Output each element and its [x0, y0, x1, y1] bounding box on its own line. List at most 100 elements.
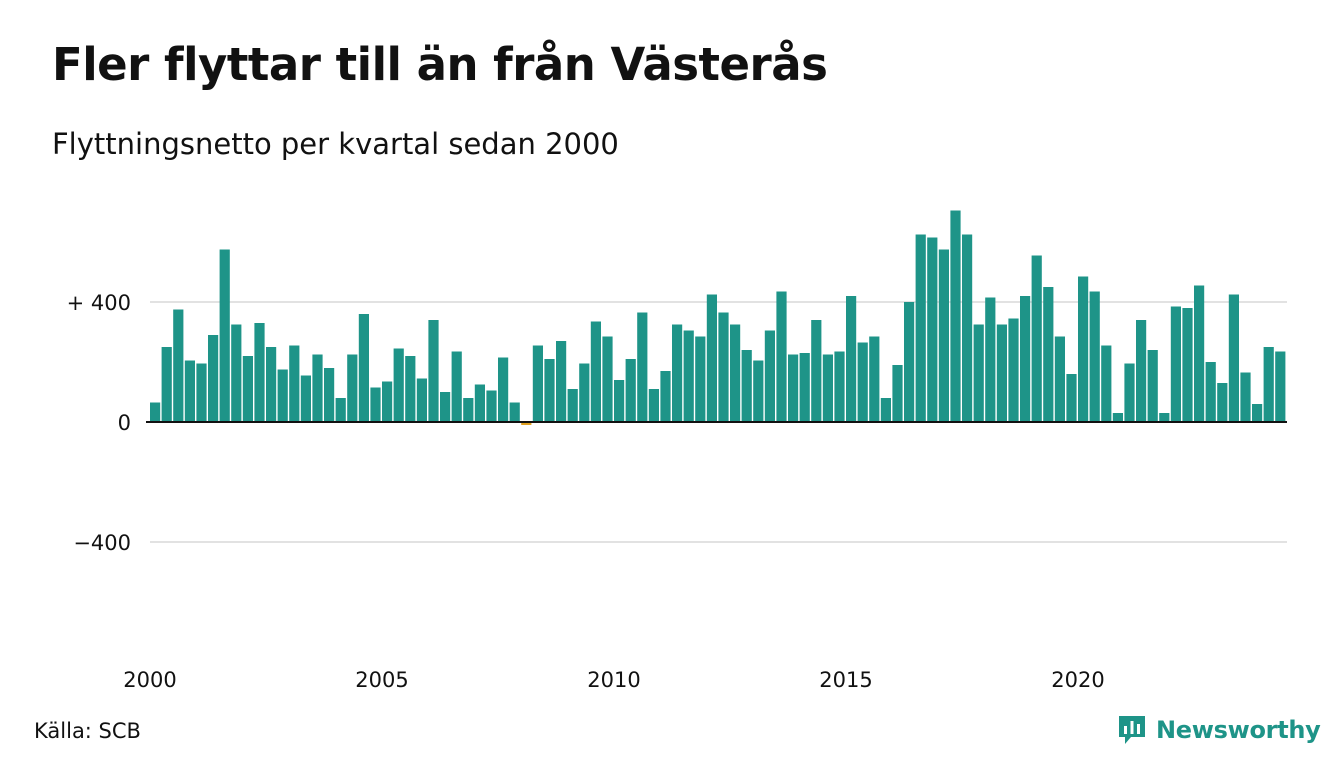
brand-name: Newsworthy — [1156, 716, 1321, 744]
bar — [440, 392, 451, 422]
bar — [161, 347, 172, 422]
y-tick-label: + 400 — [67, 291, 131, 315]
bar — [1194, 285, 1205, 422]
bar — [324, 368, 335, 422]
bar — [904, 302, 915, 422]
bar — [567, 389, 578, 422]
bar — [532, 345, 543, 422]
bar — [1147, 350, 1158, 422]
bar — [915, 234, 926, 422]
bar — [1043, 287, 1054, 422]
bar — [289, 345, 300, 422]
x-tick-label: 2010 — [587, 668, 640, 692]
bar — [1240, 372, 1251, 422]
bar — [1182, 308, 1193, 422]
bar — [788, 354, 799, 422]
newsworthy-logo[interactable]: Newsworthy — [1117, 714, 1321, 746]
bar — [1031, 255, 1042, 422]
bar — [695, 336, 706, 422]
bar — [1252, 404, 1263, 422]
bar — [405, 356, 416, 422]
bar — [857, 342, 868, 422]
bar — [1228, 294, 1239, 422]
bar — [625, 359, 636, 422]
bar — [393, 348, 404, 422]
bar — [730, 324, 741, 422]
bar — [973, 324, 984, 422]
bar — [672, 324, 683, 422]
bar — [358, 314, 369, 422]
y-tick-label: 0 — [118, 411, 131, 435]
bar — [184, 360, 195, 422]
bar — [822, 354, 833, 422]
bar — [300, 375, 311, 422]
bar — [1089, 291, 1100, 422]
bar — [521, 422, 532, 425]
bar — [660, 371, 671, 422]
bar — [1008, 318, 1019, 422]
bar — [208, 335, 219, 422]
bar — [846, 296, 857, 422]
bar — [1066, 374, 1077, 422]
bar — [242, 356, 253, 422]
bar — [1054, 336, 1065, 422]
bar — [1170, 306, 1181, 422]
bar — [1159, 413, 1170, 422]
bar — [811, 320, 822, 422]
bar — [602, 336, 613, 422]
y-axis-labels: + 400 0 −400 — [67, 291, 131, 555]
bar — [996, 324, 1007, 422]
bar — [799, 353, 810, 422]
bars — [150, 210, 1286, 425]
bar — [834, 351, 845, 422]
bar — [927, 237, 938, 422]
bar — [474, 384, 485, 422]
x-tick-label: 2015 — [819, 668, 872, 692]
bar — [254, 323, 265, 422]
bar — [962, 234, 973, 422]
bar — [579, 363, 590, 422]
bar — [1263, 347, 1274, 422]
bar — [544, 359, 555, 422]
bar — [1078, 276, 1089, 422]
bar — [219, 249, 230, 422]
bar — [486, 390, 497, 422]
bar — [776, 291, 787, 422]
bar — [1275, 351, 1286, 422]
source-note: Källa: SCB — [34, 719, 141, 743]
bar — [312, 354, 323, 422]
bar — [950, 210, 961, 422]
bar — [451, 351, 462, 422]
bar — [637, 312, 648, 422]
bar — [231, 324, 242, 422]
bar — [648, 389, 659, 422]
bar — [938, 249, 949, 422]
bar — [892, 365, 903, 422]
x-tick-label: 2020 — [1051, 668, 1104, 692]
bar — [1136, 320, 1147, 422]
x-axis-labels: 2000 2005 2010 2015 2020 — [123, 668, 1104, 692]
bar-chart-icon — [1119, 716, 1145, 744]
bar — [683, 330, 694, 422]
bar-chart: + 400 0 −400 2000 2005 2010 2015 2020 — [67, 210, 1287, 692]
bar — [1112, 413, 1123, 422]
bar — [277, 369, 288, 422]
bar — [753, 360, 764, 422]
bar — [196, 363, 207, 422]
bar — [335, 398, 346, 422]
bar — [764, 330, 775, 422]
bar — [382, 381, 393, 422]
x-tick-label: 2005 — [355, 668, 408, 692]
bar — [1020, 296, 1031, 422]
bar — [463, 398, 474, 422]
bar — [416, 378, 427, 422]
chart-title: Fler flyttar till än från Västerås — [52, 38, 828, 91]
bar — [1217, 383, 1228, 422]
bar — [556, 341, 567, 422]
bar — [741, 350, 752, 422]
bar — [498, 357, 509, 422]
bar — [347, 354, 358, 422]
bar — [869, 336, 880, 422]
bar — [706, 294, 717, 422]
chart-subtitle: Flyttningsnetto per kvartal sedan 2000 — [52, 127, 619, 161]
